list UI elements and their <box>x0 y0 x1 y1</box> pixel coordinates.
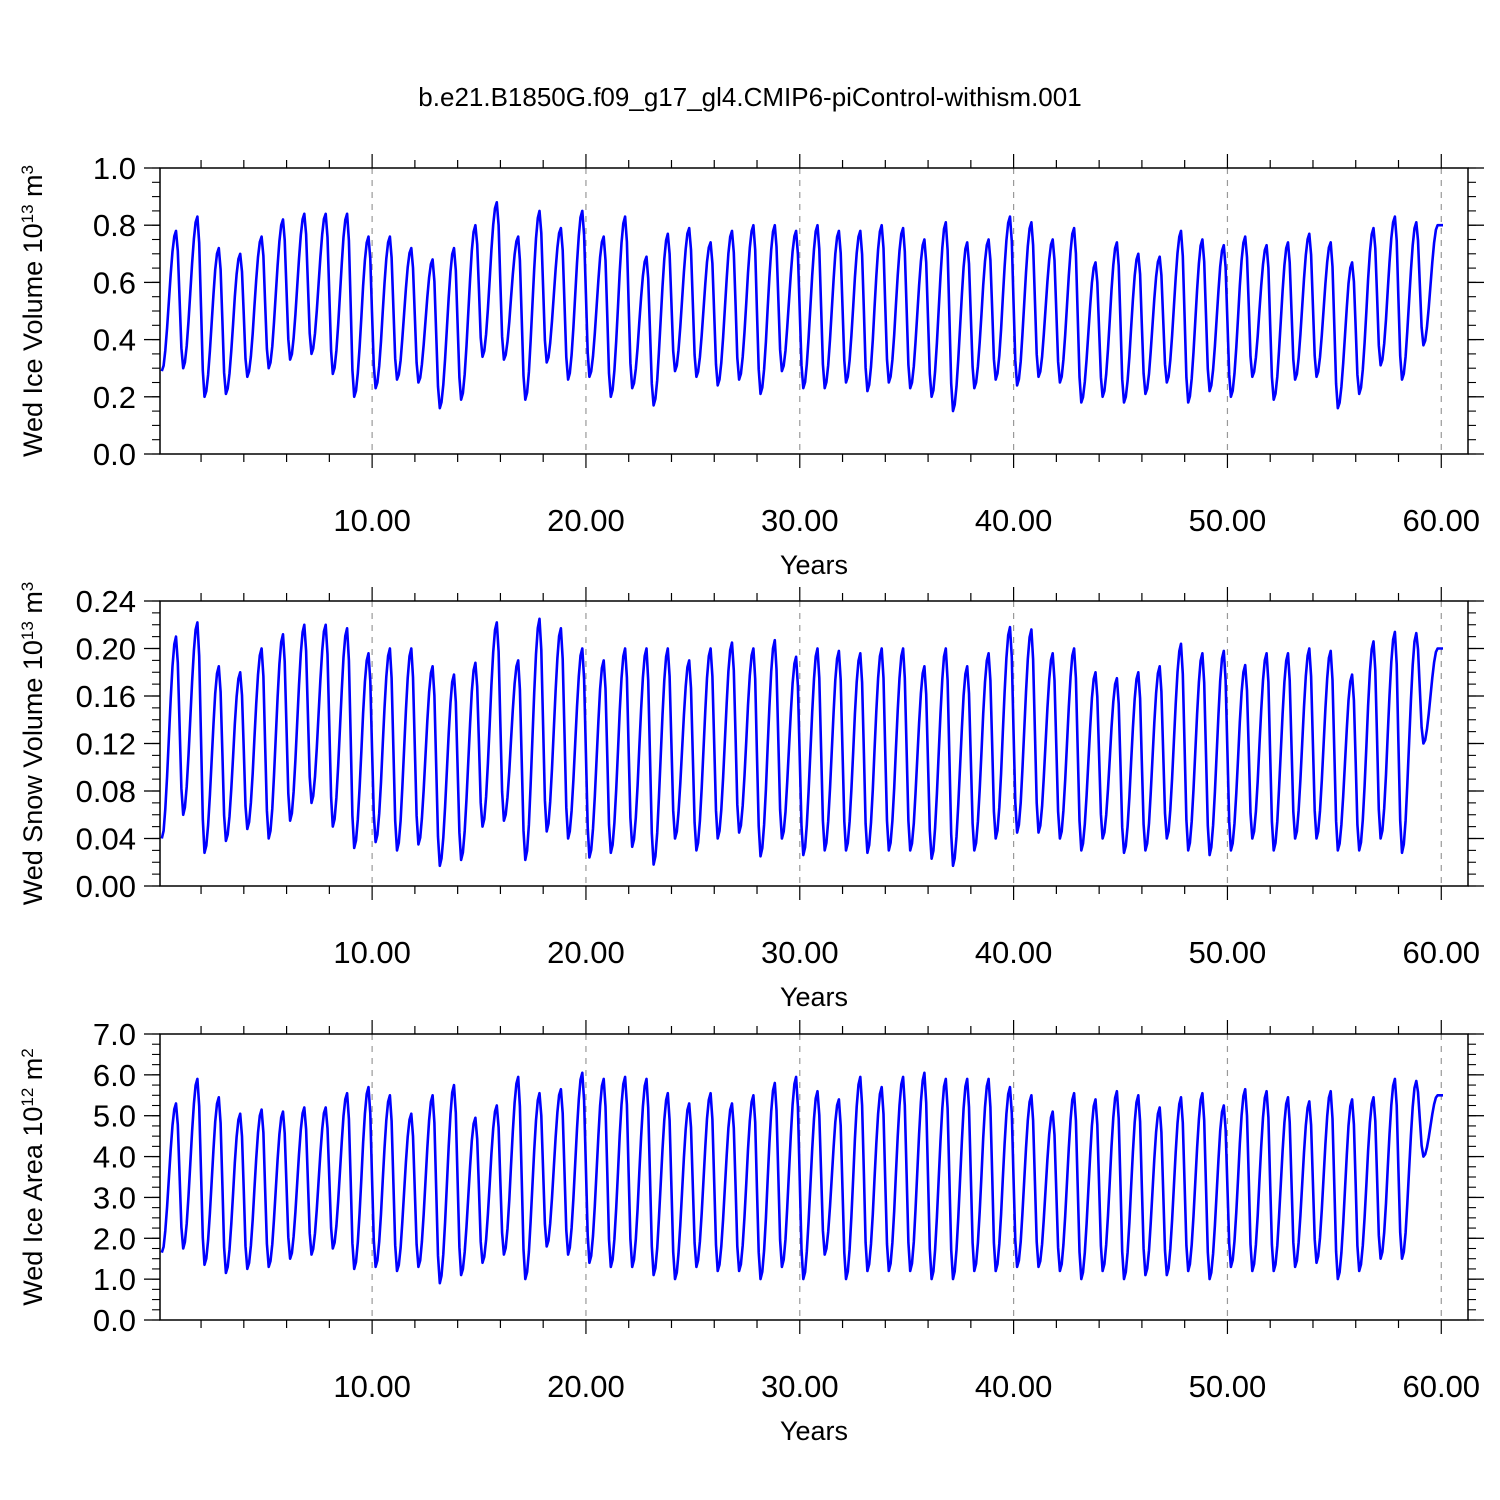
y-tick-label: 0.6 <box>93 265 136 300</box>
x-tick-label: 40.00 <box>975 935 1053 970</box>
y-tick-label: 0.4 <box>93 323 136 358</box>
y-tick-label: 4.0 <box>93 1140 136 1175</box>
y-tick-label: 5.0 <box>93 1099 136 1134</box>
y-tick-label: 0.0 <box>93 437 136 472</box>
plot-frame <box>159 1033 1469 1321</box>
x-tick-label: 60.00 <box>1402 1369 1480 1404</box>
x-tick-label: 10.00 <box>333 503 411 538</box>
x-tick-label: 20.00 <box>547 503 625 538</box>
y-tick-label: 7.0 <box>93 1017 136 1052</box>
x-tick-label: 50.00 <box>1189 1369 1267 1404</box>
x-tick-label: 30.00 <box>761 503 839 538</box>
x-tick-label: 10.00 <box>333 935 411 970</box>
y-tick-label: 0.20 <box>76 632 136 667</box>
x-tick-label: 30.00 <box>761 1369 839 1404</box>
y-tick-label: 0.24 <box>76 584 136 619</box>
y-tick-label: 2.0 <box>93 1221 136 1256</box>
y-axis-label: Wed Ice Volume 1013 m3 <box>18 165 49 457</box>
y-tick-label: 0.04 <box>76 822 136 857</box>
x-tick-label: 50.00 <box>1189 503 1267 538</box>
y-tick-label: 0.16 <box>76 679 136 714</box>
x-tick-label: 40.00 <box>975 503 1053 538</box>
y-tick-label: 1.0 <box>93 1262 136 1297</box>
chart-title: b.e21.B1850G.f09_g17_gl4.CMIP6-piControl… <box>418 82 1081 112</box>
series-line <box>160 1071 1443 1285</box>
panel-ice-area: 0.0 1.0 2.0 3.0 4.0 5.0 6.0 7.0 10.00 20.00 30.00 4… <box>18 1017 1484 1446</box>
panel-ice-volume: 0.0 0.2 0.4 0.6 0.8 1.0 10.00 20.00 30.00 40.00 50… <box>18 151 1484 580</box>
y-tick-label: 0.8 <box>93 208 136 243</box>
plot-frame <box>159 167 1469 455</box>
x-tick-label: 40.00 <box>975 1369 1053 1404</box>
y-tick-label: 6.0 <box>93 1058 136 1093</box>
y-tick-label: 0.08 <box>76 774 136 809</box>
y-tick-label: 3.0 <box>93 1180 136 1215</box>
x-axis-label: Years <box>780 1416 848 1446</box>
y-tick-label: 0.2 <box>93 380 136 415</box>
x-tick-label: 20.00 <box>547 935 625 970</box>
y-tick-label: 0.12 <box>76 727 136 762</box>
series-line <box>160 617 1443 868</box>
y-tick-label: 0.0 <box>93 1303 136 1338</box>
panel-snow-volume: 0.00 0.04 0.08 0.12 0.16 0.20 0.24 10.00 20.00 30… <box>18 582 1484 1012</box>
x-axis-label: Years <box>780 550 848 580</box>
x-tick-label: 50.00 <box>1189 935 1267 970</box>
x-tick-label: 60.00 <box>1402 503 1480 538</box>
x-tick-label: 10.00 <box>333 1369 411 1404</box>
y-axis-label: Wed Snow Volume 1013 m3 <box>18 582 49 906</box>
y-axis-label: Wed Ice Area 1012 m2 <box>18 1048 49 1306</box>
series-line <box>160 201 1443 413</box>
y-tick-label: 1.0 <box>93 151 136 186</box>
x-tick-label: 60.00 <box>1402 935 1480 970</box>
x-axis-label: Years <box>780 982 848 1012</box>
y-tick-label: 0.00 <box>76 869 136 904</box>
x-tick-label: 30.00 <box>761 935 839 970</box>
x-tick-label: 20.00 <box>547 1369 625 1404</box>
